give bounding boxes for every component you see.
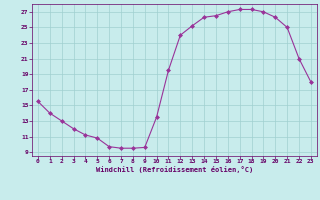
X-axis label: Windchill (Refroidissement éolien,°C): Windchill (Refroidissement éolien,°C) — [96, 166, 253, 173]
